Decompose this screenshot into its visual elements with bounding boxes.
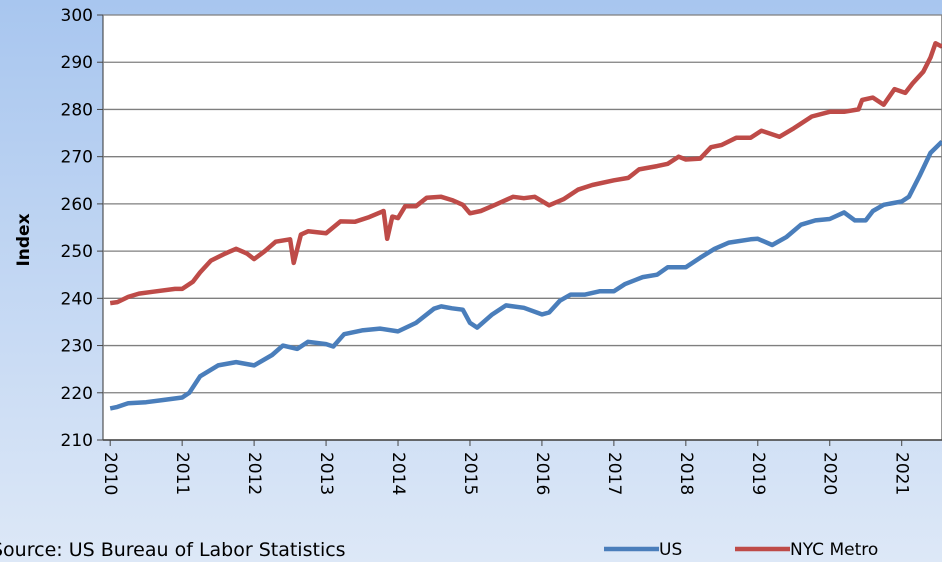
x-tick-label: 2018 [676,452,696,495]
y-tick-label: 210 [61,431,93,451]
x-tick-label: 2010 [100,452,120,495]
y-tick-label: 300 [61,6,93,26]
legend-label: US [659,540,682,560]
y-tick-label: 280 [61,100,93,120]
x-tick-label: 2016 [532,452,552,495]
source-note: Source: US Bureau of Labor Statistics [0,539,346,561]
y-tick-label: 240 [61,289,93,309]
y-axis-label: Index [14,213,34,266]
x-tick-label: 2012 [244,452,264,495]
series-line [109,41,942,306]
x-tick-label: 2017 [604,452,624,495]
y-tick-label: 220 [61,384,93,404]
x-tick-label: 2011 [172,452,192,495]
x-tick-label: 2019 [748,452,768,495]
plot-area [102,14,942,441]
legend-label: NYC Metro [790,540,878,560]
x-tick-label: 2015 [460,452,480,495]
y-tick-label: 290 [61,53,93,73]
y-tick-label: 230 [61,337,93,357]
series-line [109,139,942,411]
y-tick-label: 270 [61,148,93,168]
y-tick-label: 250 [61,242,93,262]
y-tick-label: 260 [61,195,93,215]
x-tick-label: 2014 [388,452,408,495]
x-tick-label: 2021 [892,452,912,495]
x-tick-label: 2013 [316,452,336,495]
x-tick-label: 2020 [820,452,840,495]
